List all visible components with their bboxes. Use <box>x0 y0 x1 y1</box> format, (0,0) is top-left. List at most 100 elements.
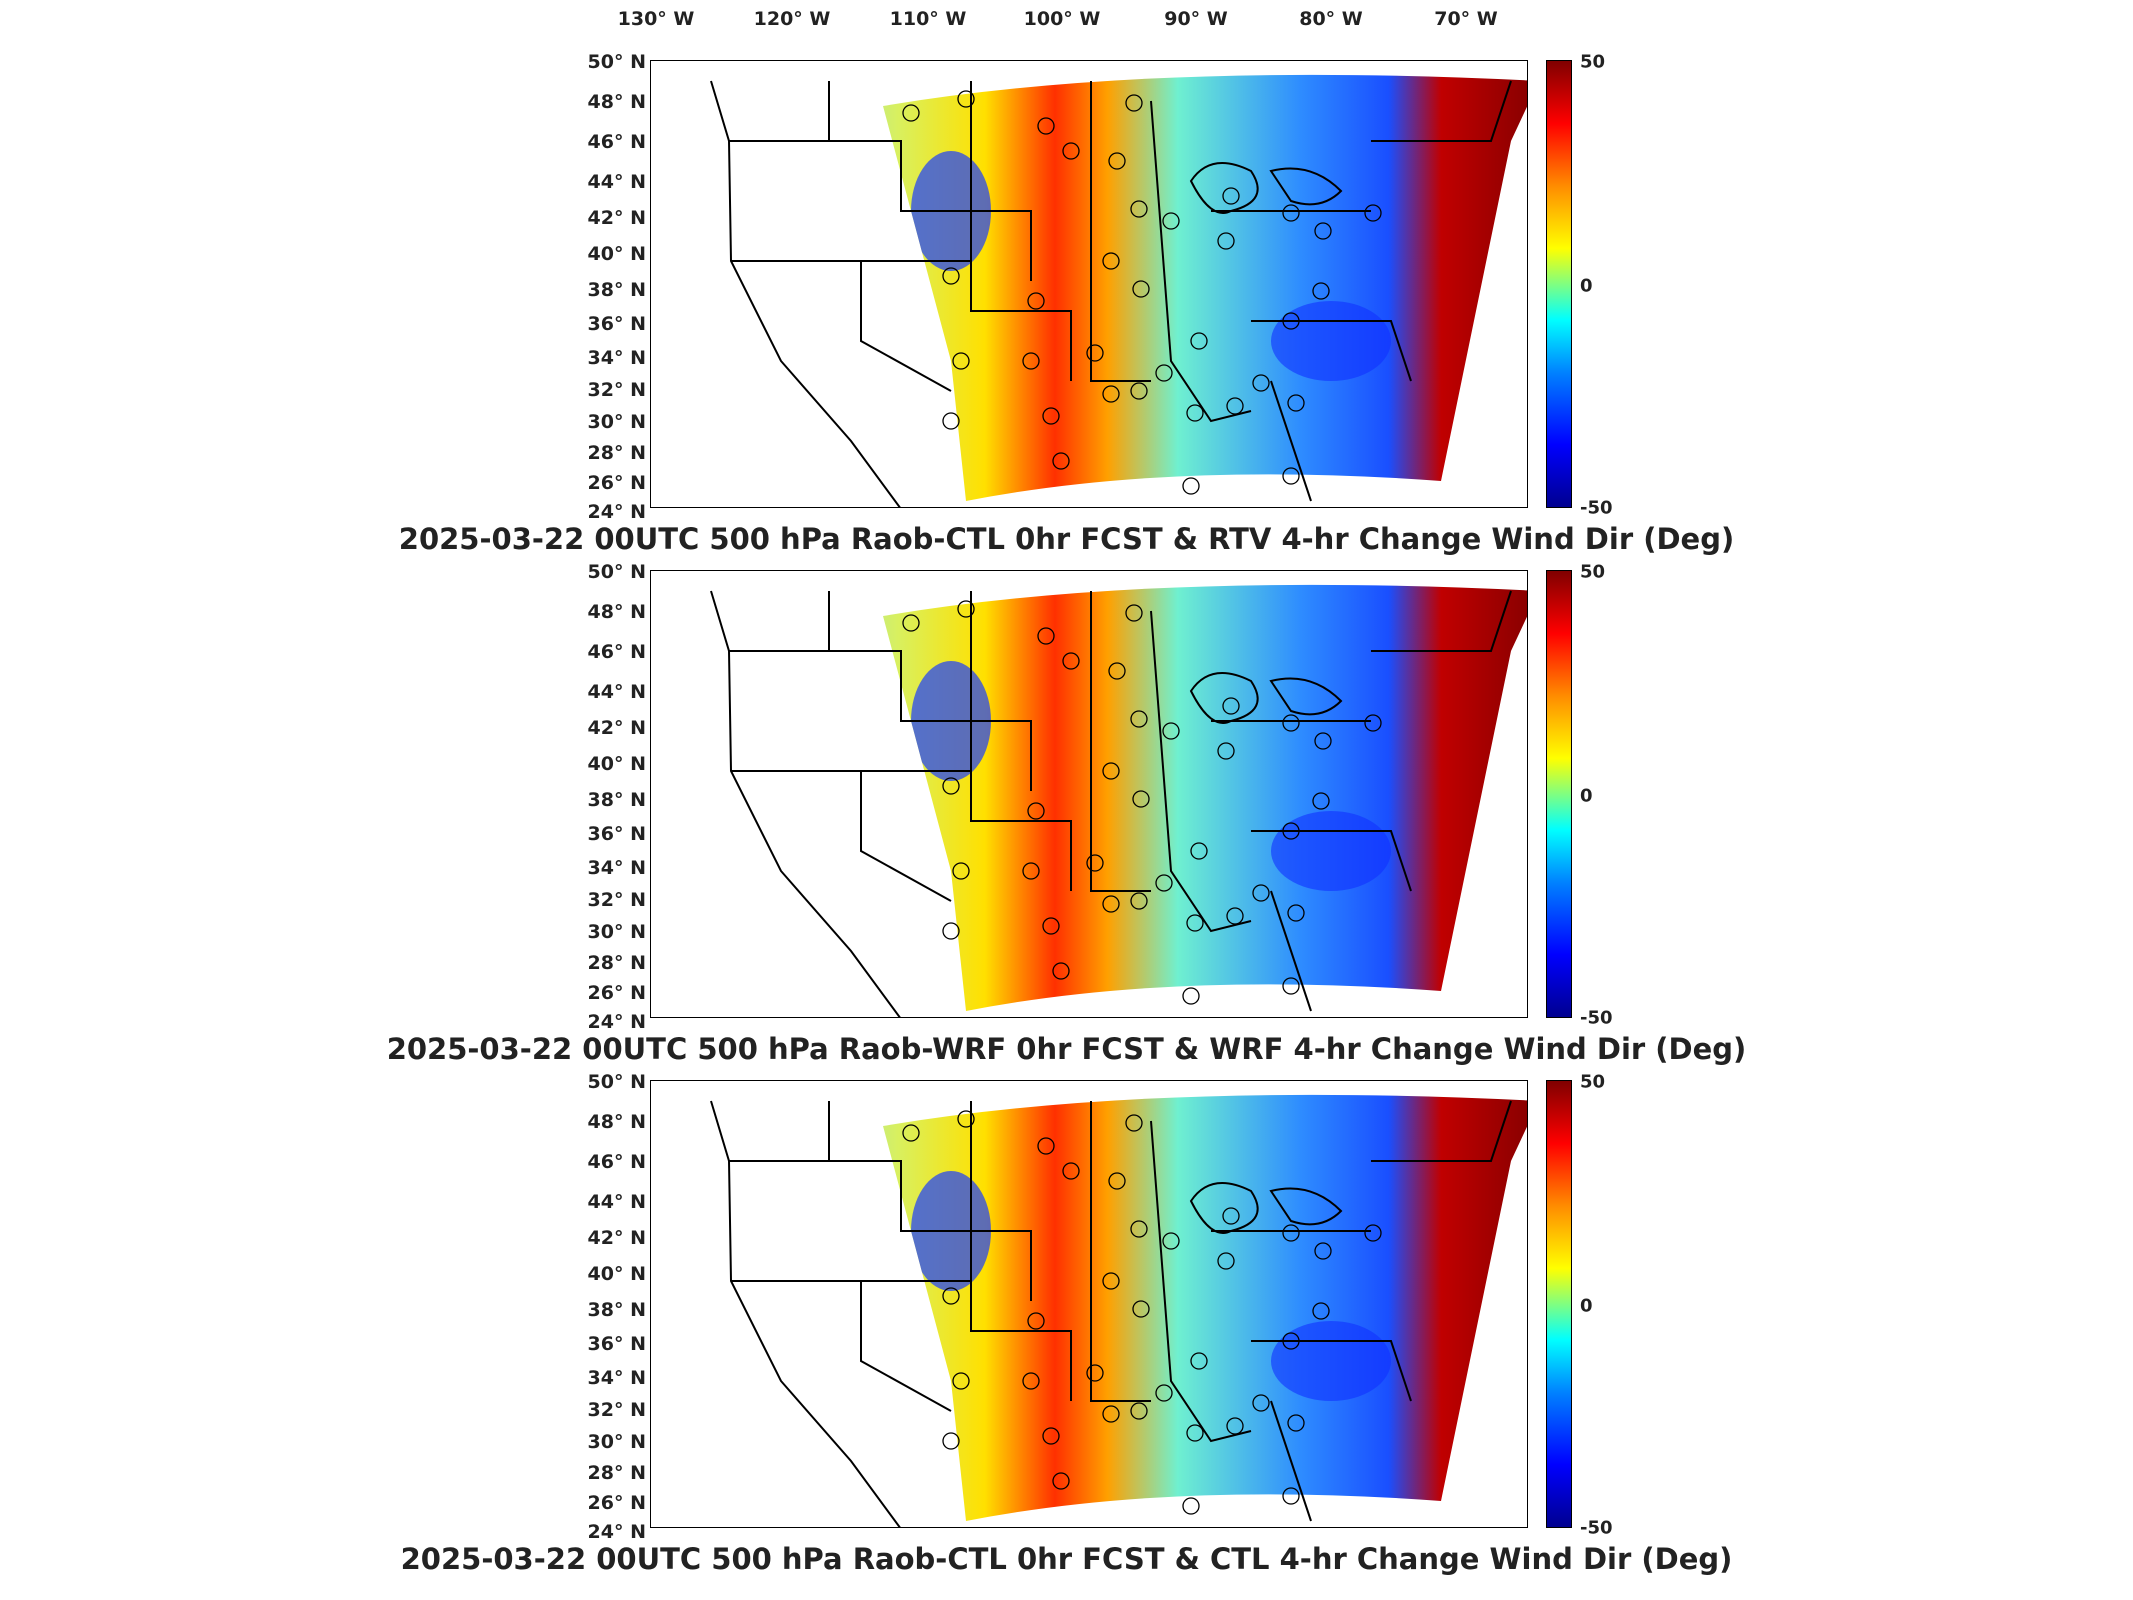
colorbar-max-label: 50 <box>1580 1071 1606 1093</box>
raob-station-marker <box>1282 977 1300 995</box>
lat-label: 42° N <box>587 1227 646 1249</box>
raob-station-marker <box>1364 1224 1382 1242</box>
panel-title: 2025-03-22 00UTC 500 hPa Raob-CTL 0hr FC… <box>400 1542 1733 1576</box>
raob-station-marker <box>1186 404 1204 422</box>
raob-station-marker <box>1052 452 1070 470</box>
raob-station-marker <box>1027 1312 1045 1330</box>
raob-station-marker <box>1252 884 1270 902</box>
lon-label: 70° W <box>1434 8 1498 30</box>
raob-station-marker <box>1130 1220 1148 1238</box>
raob-station-marker <box>1125 94 1143 112</box>
raob-station-marker <box>1037 627 1055 645</box>
lat-label: 24° N <box>587 1011 646 1033</box>
raob-station-marker <box>1042 407 1060 425</box>
wind-field-shading <box>883 584 1527 1011</box>
lon-label: 110° W <box>889 8 967 30</box>
raob-station-marker <box>1282 467 1300 485</box>
lat-label: 42° N <box>587 207 646 229</box>
wind-field-shading <box>883 74 1527 501</box>
lat-label: 50° N <box>587 561 646 583</box>
raob-station-marker <box>1027 802 1045 820</box>
raob-station-marker <box>1226 907 1244 925</box>
raob-station-marker <box>1162 1232 1180 1250</box>
lat-label: 46° N <box>587 641 646 663</box>
raob-station-marker <box>1108 662 1126 680</box>
lon-label: 100° W <box>1023 8 1101 30</box>
raob-station-marker <box>1282 1487 1300 1505</box>
lat-label: 26° N <box>587 472 646 494</box>
lat-label: 32° N <box>587 1399 646 1421</box>
colorbar-max-label: 50 <box>1580 51 1606 73</box>
lat-label: 26° N <box>587 1492 646 1514</box>
raob-station-marker <box>1190 842 1208 860</box>
lat-label: 32° N <box>587 889 646 911</box>
lat-label: 30° N <box>587 1431 646 1453</box>
raob-station-marker <box>1037 1137 1055 1155</box>
raob-station-marker <box>952 352 970 370</box>
panel-title: 2025-03-22 00UTC 500 hPa Raob-WRF 0hr FC… <box>386 1032 1747 1066</box>
lon-label: 130° W <box>617 8 695 30</box>
lat-label: 28° N <box>587 952 646 974</box>
lat-label: 40° N <box>587 753 646 775</box>
raob-station-marker <box>1042 1427 1060 1445</box>
lat-label: 34° N <box>587 347 646 369</box>
lat-label: 30° N <box>587 411 646 433</box>
raob-station-marker <box>902 104 920 122</box>
raob-station-marker <box>1217 742 1235 760</box>
state-boundaries <box>710 80 1512 507</box>
raob-station-marker <box>942 1432 960 1450</box>
panel-title: 2025-03-22 00UTC 500 hPa Raob-CTL 0hr FC… <box>398 522 1735 556</box>
colorbar-max-label: 50 <box>1580 561 1606 583</box>
raob-station-marker <box>1190 1352 1208 1370</box>
raob-station-marker <box>1282 312 1300 330</box>
raob-station-marker <box>1312 792 1330 810</box>
raob-station-marker <box>1062 652 1080 670</box>
raob-station-marker <box>1086 1364 1104 1382</box>
raob-station-marker <box>1282 822 1300 840</box>
raob-station-marker <box>1282 1332 1300 1350</box>
raob-station-marker <box>952 862 970 880</box>
raob-station-marker <box>1182 477 1200 495</box>
wind-direction-map <box>650 1080 1528 1528</box>
raob-station-marker <box>1130 200 1148 218</box>
lat-label: 34° N <box>587 1367 646 1389</box>
raob-station-marker <box>1287 904 1305 922</box>
lat-label: 50° N <box>587 1071 646 1093</box>
lon-label: 80° W <box>1299 8 1363 30</box>
colorbar-min-label: -50 <box>1580 1517 1613 1539</box>
lat-label: 46° N <box>587 1151 646 1173</box>
lat-label: 26° N <box>587 982 646 1004</box>
raob-station-marker <box>1052 962 1070 980</box>
raob-station-marker <box>957 1110 975 1128</box>
raob-station-marker <box>1252 1394 1270 1412</box>
wind-direction-map <box>650 570 1528 1018</box>
raob-station-marker <box>942 1287 960 1305</box>
raob-station-marker <box>1102 1272 1120 1290</box>
raob-stations <box>902 90 1382 495</box>
raob-station-marker <box>1086 344 1104 362</box>
raob-station-marker <box>1022 352 1040 370</box>
lat-label: 48° N <box>587 601 646 623</box>
state-boundaries <box>710 590 1512 1017</box>
raob-station-marker <box>902 1124 920 1142</box>
raob-station-marker <box>1042 917 1060 935</box>
raob-station-marker <box>1287 394 1305 412</box>
raob-station-marker <box>1102 252 1120 270</box>
raob-station-marker <box>1190 332 1208 350</box>
raob-station-marker <box>1222 1207 1240 1225</box>
raob-station-marker <box>1226 397 1244 415</box>
raob-station-marker <box>1364 204 1382 222</box>
raob-station-marker <box>1287 1414 1305 1432</box>
raob-station-marker <box>1037 117 1055 135</box>
lat-label: 32° N <box>587 379 646 401</box>
raob-station-marker <box>1155 364 1173 382</box>
raob-station-marker <box>1217 1252 1235 1270</box>
raob-station-marker <box>1027 292 1045 310</box>
raob-station-marker <box>1312 282 1330 300</box>
raob-station-marker <box>1130 1402 1148 1420</box>
wind-field-shading <box>883 1094 1527 1521</box>
raob-station-marker <box>1108 152 1126 170</box>
raob-station-marker <box>1217 232 1235 250</box>
lat-label: 24° N <box>587 501 646 523</box>
lat-label: 36° N <box>587 1333 646 1355</box>
